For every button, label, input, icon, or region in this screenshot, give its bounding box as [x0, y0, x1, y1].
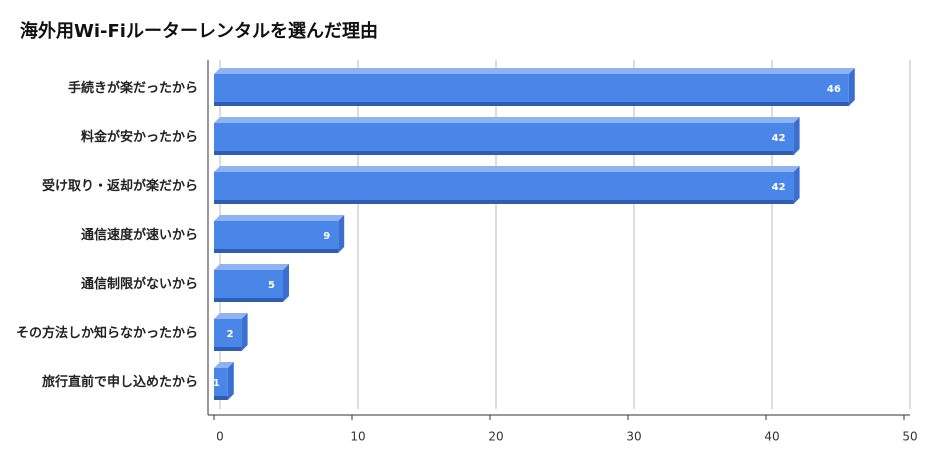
chart-title: 海外用Wi-Fiルーターレンタルを選んだ理由 [20, 20, 378, 42]
bar-top [214, 166, 800, 172]
value-label: 2 [227, 329, 234, 340]
category-label: その方法しか知らなかったから [15, 326, 198, 341]
value-label: 1 [213, 378, 220, 389]
x-tick-label: 50 [902, 430, 917, 444]
bar-top [214, 117, 800, 123]
bar-top [214, 215, 345, 221]
category-label: 通信制限がないから [80, 277, 198, 292]
bar-bottom [214, 347, 242, 351]
bar-bottom [214, 298, 283, 302]
category-label: 手続きが楽だったから [67, 81, 198, 96]
bar-front [214, 123, 794, 155]
bar-bottom [214, 200, 794, 204]
x-tick-label: 10 [350, 430, 365, 444]
bar-side [241, 313, 248, 351]
bar-side [793, 117, 800, 155]
bar [214, 215, 345, 253]
bar [214, 68, 855, 106]
bar-front [214, 74, 849, 106]
bar-side [283, 264, 289, 302]
x-tick-label: 20 [488, 430, 503, 444]
bar-top [214, 264, 289, 270]
bar-side [338, 215, 345, 253]
category-label: 料金が安かったから [80, 130, 198, 145]
bar-bottom [214, 102, 849, 106]
bar-side [227, 362, 234, 400]
x-tick-label: 30 [626, 430, 641, 444]
bar-front [214, 221, 339, 253]
bar [214, 117, 800, 155]
bar-top [214, 68, 855, 74]
category-label: 受け取り・返却が楽だから [41, 179, 198, 194]
bar-bottom [214, 396, 228, 400]
value-label: 9 [323, 231, 330, 242]
bar-side [848, 68, 855, 106]
x-tick-label: 40 [764, 430, 779, 444]
bar [214, 362, 234, 400]
bar-front [214, 172, 794, 204]
bar [214, 264, 289, 302]
category-label: 通信速度が速いから [80, 228, 198, 243]
value-label: 42 [772, 182, 786, 193]
bar-side [793, 166, 800, 204]
bar [214, 313, 248, 351]
category-label: 旅行直前で申し込めたから [41, 375, 198, 390]
bar-front [214, 368, 228, 400]
bar [214, 166, 800, 204]
bar-bottom [214, 249, 339, 253]
value-label: 46 [827, 84, 841, 95]
value-label: 42 [772, 133, 786, 144]
bar-front [214, 319, 242, 351]
bar-top [214, 313, 248, 319]
bar-front [214, 270, 283, 302]
bar-bottom [214, 151, 794, 155]
x-tick-label: 0 [216, 430, 224, 444]
bar-top [214, 362, 234, 368]
value-label: 5 [268, 280, 275, 291]
